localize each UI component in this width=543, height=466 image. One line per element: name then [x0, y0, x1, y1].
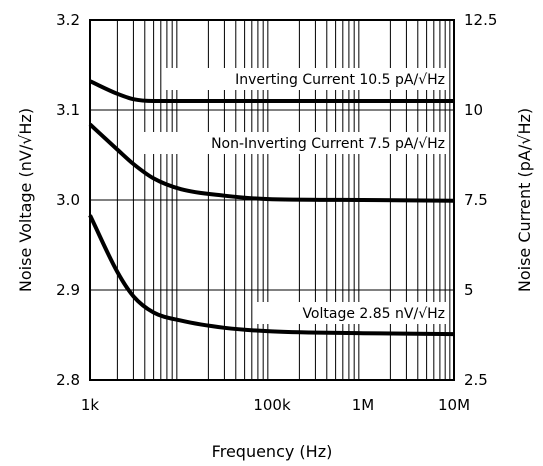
y-right-tick-label: 10: [464, 101, 483, 119]
y-axis-left-title: Noise Voltage (nV/√Hz): [16, 108, 35, 292]
y-right-tick-label: 12.5: [464, 11, 497, 29]
y-right-tick-label: 7.5: [464, 191, 488, 209]
x-axis-title: Frequency (Hz): [212, 442, 333, 461]
y-axis-right-title: Noise Current (pA/√Hz): [515, 108, 534, 292]
y-left-tick-label: 3.1: [56, 101, 80, 119]
annotation-inverting-current-label: Inverting Current 10.5 pA/√Hz: [235, 72, 445, 88]
annotation-non-inverting-current-bg: [138, 132, 449, 154]
x-tick-label: 1M: [352, 396, 375, 414]
annotation-voltage: Voltage 2.85 nV/√Hz: [256, 302, 449, 324]
annotation-voltage-bg: [256, 302, 449, 324]
y-left-tick-label: 3.0: [56, 191, 80, 209]
y-right-tick-label: 2.5: [464, 371, 488, 389]
series: [88, 79, 455, 337]
y-left-tick-label: 3.2: [56, 11, 80, 29]
series-non-inverting-current-line: [88, 122, 455, 203]
y-left-tick-label: 2.9: [56, 281, 80, 299]
y-right-tick-label: 5: [464, 281, 474, 299]
tick-labels: 1k 100k 1M 10M 2.8 2.9 3.0 3.1 3.2 2.5 5 7.5 10 12.5: [56, 11, 497, 414]
x-tick-label: 100k: [253, 396, 291, 414]
x-tick-label: 1k: [81, 396, 100, 414]
annotation-non-inverting-current: Non-Inverting Current 7.5 pA/√Hz: [138, 132, 449, 154]
series-voltage-line: [88, 214, 455, 337]
annotation-inverting-current: Inverting Current 10.5 pA/√Hz: [164, 68, 449, 90]
y-left-tick-label: 2.8: [56, 371, 80, 389]
series-inverting-current-line: [89, 79, 454, 104]
annotation-voltage-label: Voltage 2.85 nV/√Hz: [302, 306, 445, 322]
annotation-inverting-current-bg: [164, 68, 449, 90]
annotation-non-inverting-current-label: Non-Inverting Current 7.5 pA/√Hz: [211, 136, 445, 152]
x-tick-label: 10M: [438, 396, 470, 414]
